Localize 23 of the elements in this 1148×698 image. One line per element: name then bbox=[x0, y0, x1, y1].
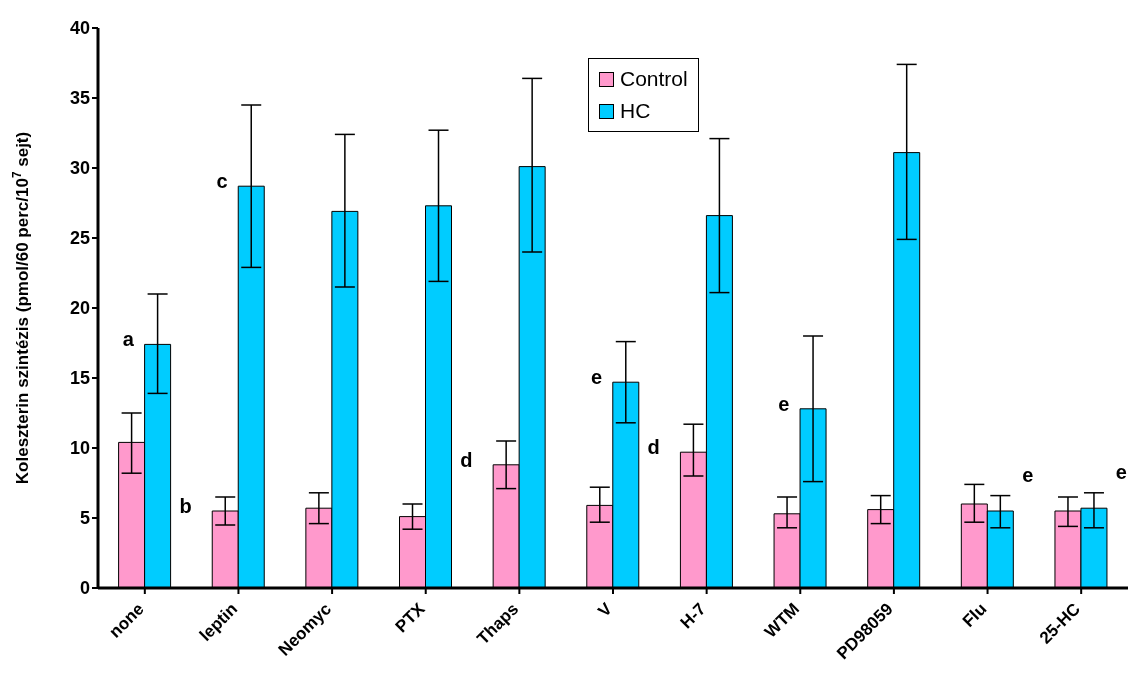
annotation: d bbox=[460, 448, 473, 471]
annotation: d bbox=[647, 436, 660, 459]
x-tick-label: Flu bbox=[958, 599, 991, 631]
annotation: e bbox=[1115, 460, 1127, 483]
y-tick-label: 10 bbox=[69, 438, 90, 459]
annotation: e bbox=[778, 392, 790, 415]
annotation: a bbox=[122, 328, 135, 351]
y-tick-label: 30 bbox=[69, 158, 90, 179]
y-tick-label: 15 bbox=[69, 368, 90, 389]
y-tick-label: 40 bbox=[69, 18, 90, 39]
annotation: e bbox=[591, 366, 603, 389]
annotation: c bbox=[216, 170, 228, 193]
x-tick-label: H-7 bbox=[676, 599, 710, 633]
annotation: e bbox=[1022, 463, 1034, 486]
y-tick-label: 35 bbox=[69, 88, 90, 109]
y-tick-label: 0 bbox=[79, 578, 90, 599]
legend-label: HC bbox=[620, 98, 651, 124]
legend-label: Control bbox=[620, 66, 688, 92]
x-tick-label: V bbox=[594, 598, 617, 621]
annotation: b bbox=[179, 495, 192, 517]
y-tick-label: 25 bbox=[69, 228, 90, 249]
y-tick-label: 5 bbox=[79, 508, 90, 529]
y-tick-label: 20 bbox=[69, 298, 90, 319]
